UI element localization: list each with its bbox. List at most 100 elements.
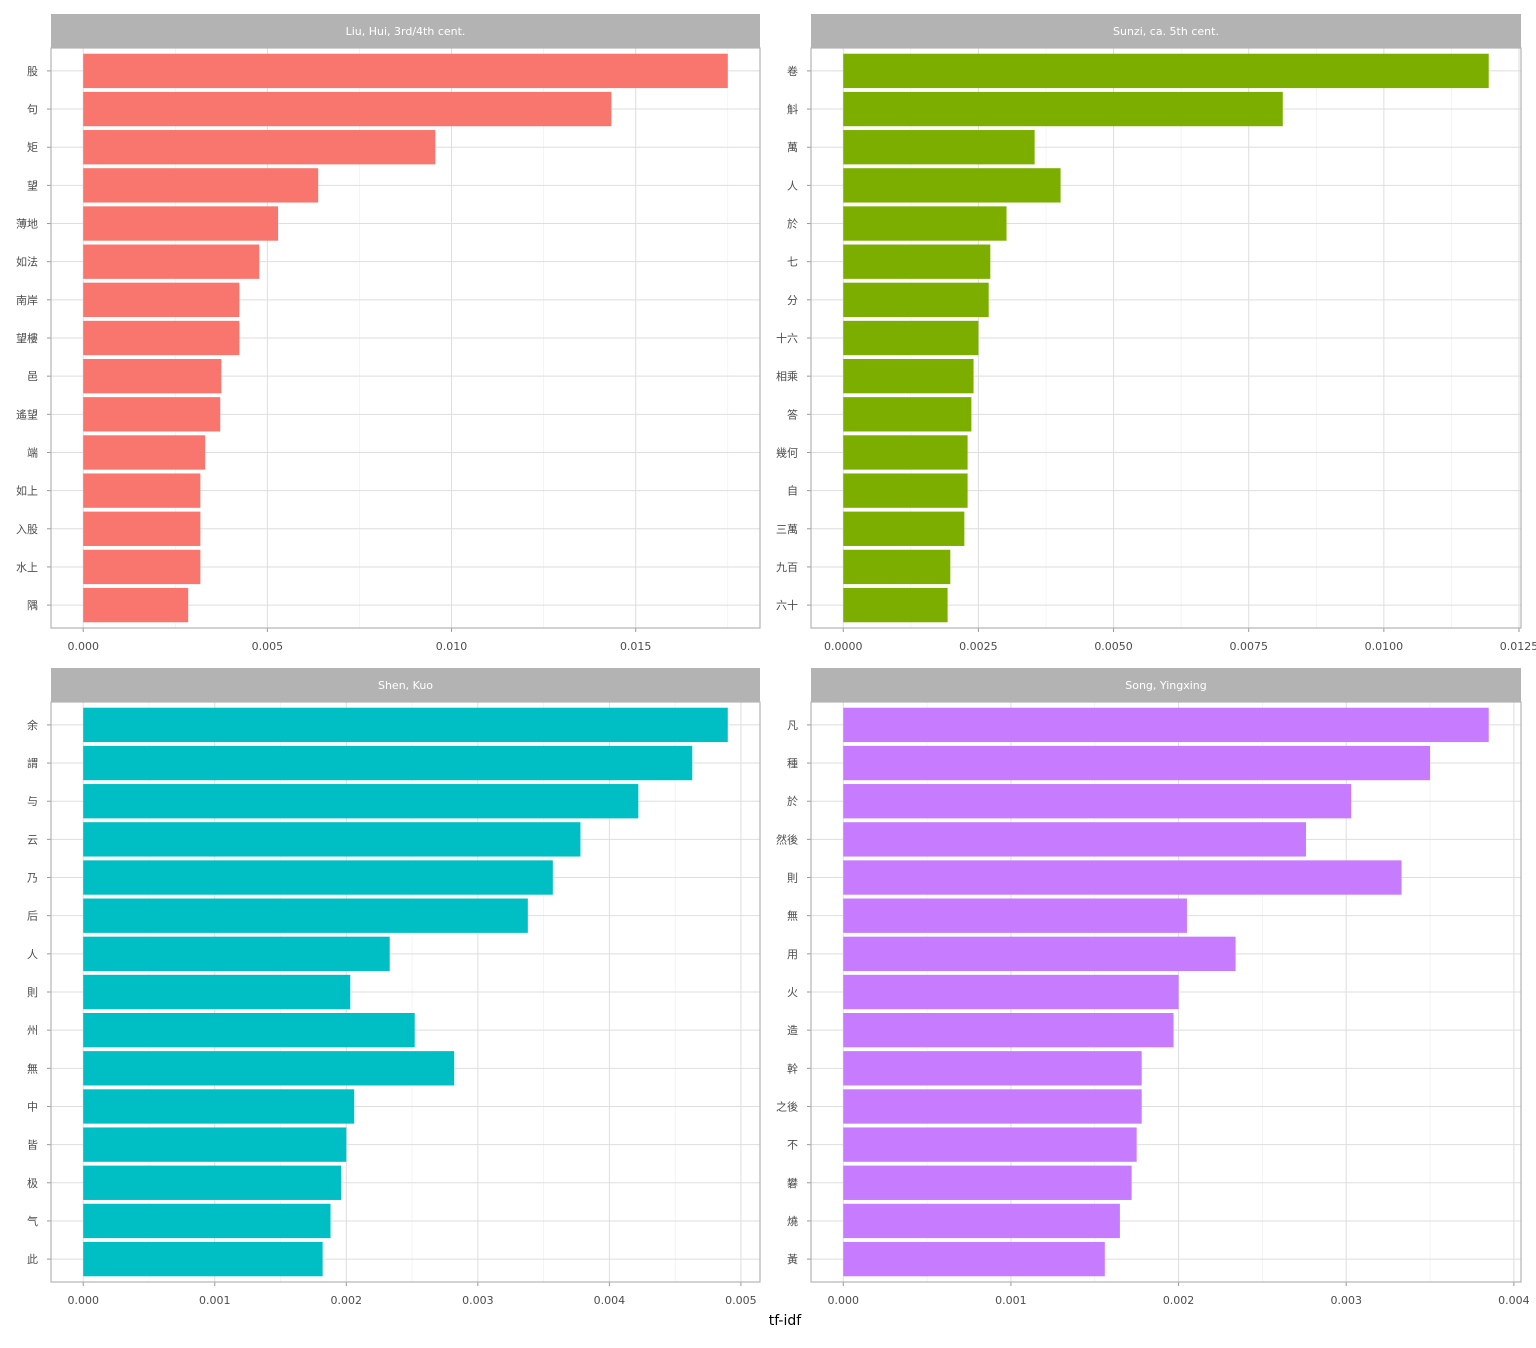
x-tick-label: 0.004 [1498, 1294, 1530, 1307]
bar-入股 [83, 511, 201, 546]
x-tick-label: 0.003 [1330, 1294, 1362, 1307]
bar-矩 [83, 130, 436, 165]
bar-股 [83, 53, 728, 89]
y-tick-label: 無 [27, 1061, 38, 1075]
y-tick-label: 南岸 [16, 294, 38, 307]
y-tick-label: 云 [27, 833, 38, 846]
facet-strip [811, 668, 1521, 702]
bar-燒 [843, 1203, 1120, 1239]
y-tick-label: 七 [787, 256, 798, 269]
bar-遙望 [83, 397, 221, 432]
y-tick-label: 水上 [16, 561, 38, 574]
bar-斛 [843, 91, 1283, 127]
y-tick-label: 十六 [776, 331, 798, 345]
facet-title: Shen, Kuo [378, 679, 433, 692]
y-tick-label: 皆 [27, 1139, 38, 1152]
x-tick-label: 0.001 [995, 1294, 1027, 1307]
x-tick-label: 0.000 [828, 1294, 860, 1307]
bar-則 [843, 860, 1402, 895]
y-tick-label: 后 [27, 910, 38, 923]
y-tick-label: 入股 [16, 523, 38, 536]
bar-十六 [843, 320, 979, 356]
x-tick-label: 0.005 [725, 1294, 757, 1307]
bar-然後 [843, 822, 1306, 857]
bar-九百 [843, 549, 951, 585]
y-tick-label: 薄地 [16, 217, 38, 231]
y-tick-label: 中 [27, 1100, 38, 1113]
facet-strip [811, 14, 1521, 48]
x-tick-label: 0.001 [199, 1294, 231, 1307]
y-tick-label: 種 [787, 756, 798, 770]
y-tick-label: 如上 [16, 484, 38, 498]
y-tick-label: 之後 [776, 1099, 798, 1113]
x-tick-label: 0.000 [67, 1294, 99, 1307]
bar-種 [843, 745, 1431, 781]
bar-萬 [843, 130, 1035, 165]
y-tick-label: 人 [787, 179, 798, 192]
y-tick-label: 此 [27, 1253, 38, 1266]
bar-幾何 [843, 435, 968, 470]
x-tick-label: 0.015 [620, 640, 652, 653]
bar-黃 [843, 1241, 1105, 1277]
bar-如上 [83, 473, 201, 508]
panel-border [50, 701, 761, 1283]
panel-border [810, 47, 1522, 629]
bar-水上 [83, 549, 201, 585]
x-tick-label: 0.002 [331, 1294, 363, 1307]
bar-皆 [83, 1127, 347, 1162]
bar-礬 [843, 1165, 1132, 1200]
bar-幹 [843, 1051, 1142, 1086]
y-tick-label: 卷 [787, 64, 798, 78]
panel-border [810, 701, 1522, 1283]
bar-則 [83, 974, 351, 1010]
y-tick-label: 极 [27, 1176, 38, 1190]
bar-人 [843, 168, 1061, 203]
y-tick-label: 幹 [787, 1061, 798, 1075]
y-tick-label: 礬 [787, 1177, 798, 1190]
x-tick-label: 0.0050 [1094, 640, 1133, 653]
y-tick-label: 相乘 [776, 370, 798, 383]
y-tick-label: 州 [27, 1024, 38, 1037]
y-tick-label: 斛 [787, 102, 798, 116]
panel-border [50, 47, 761, 629]
y-tick-label: 萬 [787, 141, 798, 154]
bar-答 [843, 397, 972, 432]
bar-乃 [83, 860, 553, 895]
y-tick-label: 三萬 [776, 523, 798, 536]
y-tick-label: 自 [787, 485, 798, 498]
bar-句 [83, 91, 612, 127]
y-tick-label: 气 [27, 1214, 38, 1228]
bar-后 [83, 898, 528, 933]
y-tick-label: 矩 [27, 141, 38, 154]
bar-六十 [843, 587, 948, 623]
y-tick-label: 句 [27, 103, 38, 116]
x-tick-label: 0.000 [67, 640, 99, 653]
bar-火 [843, 974, 1179, 1010]
y-tick-label: 与 [27, 795, 38, 808]
x-tick-label: 0.0000 [824, 640, 863, 653]
bar-於 [843, 784, 1352, 819]
bar-人 [83, 936, 390, 972]
bar-分 [843, 282, 989, 318]
bar-造 [843, 1012, 1174, 1048]
facet-panel-3: Shen, Kuo 0.000 0.001 0.002 0.003 0.004 0.005 余… [27, 668, 761, 1307]
bar-三萬 [843, 511, 965, 546]
y-tick-label: 望 [27, 179, 38, 192]
bar-卷 [843, 53, 1489, 89]
facet-panel-2: Sunzi, ca. 5th cent. 0.0000 0.0025 0.0050 0.… [776, 14, 1536, 653]
x-tick-label: 0.0100 [1365, 640, 1404, 653]
y-tick-label: 幾何 [776, 446, 798, 459]
bar-不 [843, 1127, 1137, 1162]
bar-邑 [83, 358, 222, 394]
x-axis-label: tf-idf [769, 1313, 802, 1329]
y-tick-label: 如法 [16, 255, 38, 269]
facet-panel-4: Song, Yingxing 0.000 0.001 0.002 0.003 0.004 凡… [776, 668, 1530, 1307]
facet-panel-1: Liu, Hui, 3rd/4th cent. 0.000 0.005 0.010 0.… [16, 14, 761, 653]
bar-無 [843, 898, 1187, 933]
bar-謂 [83, 745, 693, 781]
y-tick-label: 造 [787, 1023, 798, 1037]
bar-极 [83, 1165, 342, 1200]
bar-薄地 [83, 206, 279, 241]
bar-南岸 [83, 282, 240, 318]
y-tick-label: 九百 [776, 561, 798, 574]
